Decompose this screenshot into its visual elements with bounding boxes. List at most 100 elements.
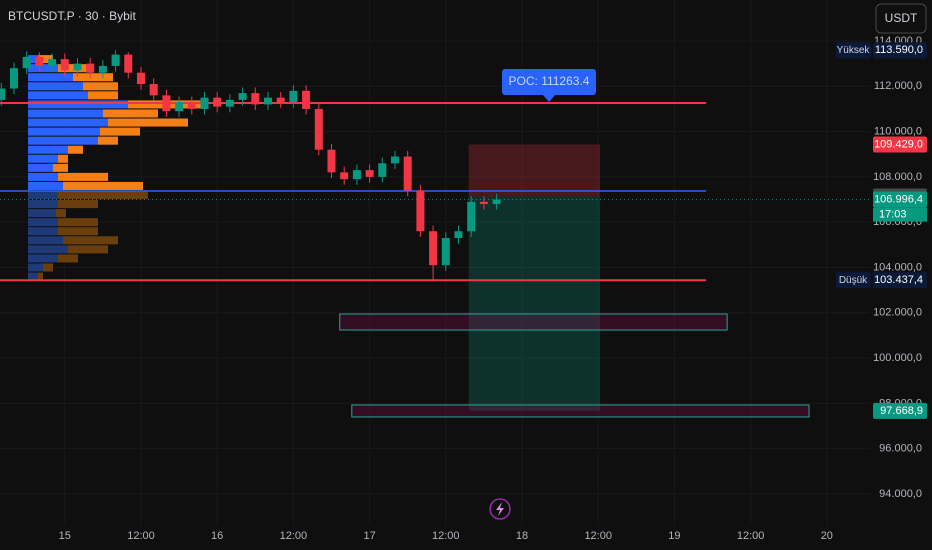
profile-sell — [53, 163, 68, 172]
candle-body — [238, 93, 247, 100]
x-tick-label: 17 — [363, 530, 375, 542]
candle-body — [200, 97, 209, 109]
profile-sell — [58, 64, 88, 73]
position-reward — [468, 196, 601, 411]
profile-buy — [28, 209, 56, 218]
profile-sell — [38, 272, 43, 281]
alert-bolt — [496, 502, 504, 516]
candle-body — [340, 172, 349, 180]
candle-body — [302, 90, 311, 109]
low-label: 103.437,4 — [874, 274, 923, 286]
candle-body — [416, 190, 425, 232]
profile-buy — [28, 154, 58, 163]
x-tick-label: 12:00 — [280, 530, 308, 542]
candle-body — [162, 95, 171, 112]
profile-buy — [28, 245, 68, 254]
candle-body — [479, 201, 488, 205]
profile-buy — [28, 218, 58, 227]
candle-body — [9, 68, 18, 89]
profile-sell — [103, 109, 158, 118]
candle-body — [441, 238, 450, 266]
candle-body — [136, 72, 145, 85]
profile-sell — [58, 227, 98, 236]
candle-body — [352, 170, 361, 180]
candle-body — [225, 99, 234, 107]
candle-body — [111, 54, 120, 66]
profile-buy — [28, 200, 58, 209]
countdown: 17:03 — [879, 209, 907, 221]
target-badge — [873, 402, 927, 419]
profile-sell — [88, 91, 118, 100]
x-tick-label: 12:00 — [737, 530, 765, 542]
profile-buy — [28, 181, 63, 190]
zone — [339, 313, 728, 331]
position-risk — [468, 144, 601, 197]
candle-body — [378, 163, 387, 177]
profile-sell — [63, 181, 143, 190]
marker-name: Yüksek — [837, 45, 871, 56]
candle-body — [86, 63, 95, 73]
profile-sell — [58, 254, 78, 263]
x-tick-label: 12:00 — [432, 530, 460, 542]
profile-buy — [28, 82, 83, 91]
y-tick-label: 104.000,0 — [873, 261, 922, 273]
currency-button[interactable] — [875, 3, 927, 34]
candle-body — [48, 59, 57, 66]
currency-label[interactable]: USDT — [885, 11, 918, 25]
profile-sell — [58, 154, 68, 163]
candle-body — [73, 63, 82, 71]
stop-label: 109.429,0 — [874, 138, 923, 150]
countdown-badge — [873, 207, 927, 222]
profile-buy — [28, 272, 38, 281]
marker-name-box — [836, 272, 871, 289]
profile-sell — [56, 209, 66, 218]
profile-buy — [28, 127, 100, 136]
candle-body — [467, 201, 476, 232]
x-tick-label: 12:00 — [127, 530, 155, 542]
profile-buy — [28, 254, 58, 263]
candle-body — [124, 54, 133, 73]
high-label: 113.590,0 — [875, 44, 923, 56]
alert-icon[interactable] — [489, 498, 511, 520]
candle-body — [429, 231, 438, 266]
profile-buy — [28, 190, 58, 200]
profile-sell — [58, 190, 148, 200]
candle-body — [390, 156, 399, 164]
poc-callout-pointer — [543, 94, 555, 102]
profile-sell — [98, 136, 118, 145]
profile-buy — [28, 236, 63, 245]
x-tick-label: 20 — [821, 530, 833, 542]
profile-sell — [100, 127, 140, 136]
y-tick-label: 96.000,0 — [879, 443, 922, 455]
profile-buy — [28, 145, 68, 154]
last-price-label: 106.996,4 — [874, 194, 923, 206]
x-tick-label: 18 — [516, 530, 528, 542]
y-tick-label: 100.000,0 — [873, 352, 922, 364]
x-tick-label: 12:00 — [584, 530, 612, 542]
candle-body — [175, 102, 184, 112]
poc-callout — [502, 68, 596, 95]
profile-sell — [73, 73, 113, 82]
profile-sell — [58, 172, 108, 181]
candle-body — [149, 84, 158, 96]
candle-body — [492, 199, 501, 205]
profile-buy — [28, 227, 58, 236]
stop-badge — [873, 136, 927, 153]
y-tick-label: 94.000,0 — [879, 488, 922, 500]
profile-buy — [28, 136, 98, 145]
candle-body — [327, 149, 336, 173]
profile-buy — [28, 109, 103, 118]
candle-body — [213, 97, 222, 107]
x-tick-label: 16 — [211, 530, 223, 542]
profile-buy — [28, 73, 73, 82]
marker-name-box — [836, 42, 871, 59]
profile-buy — [28, 100, 128, 109]
candle-body — [403, 156, 412, 191]
candle-body — [251, 93, 260, 105]
profile-sell — [43, 263, 53, 272]
profile-sell — [58, 200, 98, 209]
candle-body — [263, 97, 272, 105]
profile-buy — [28, 64, 58, 73]
